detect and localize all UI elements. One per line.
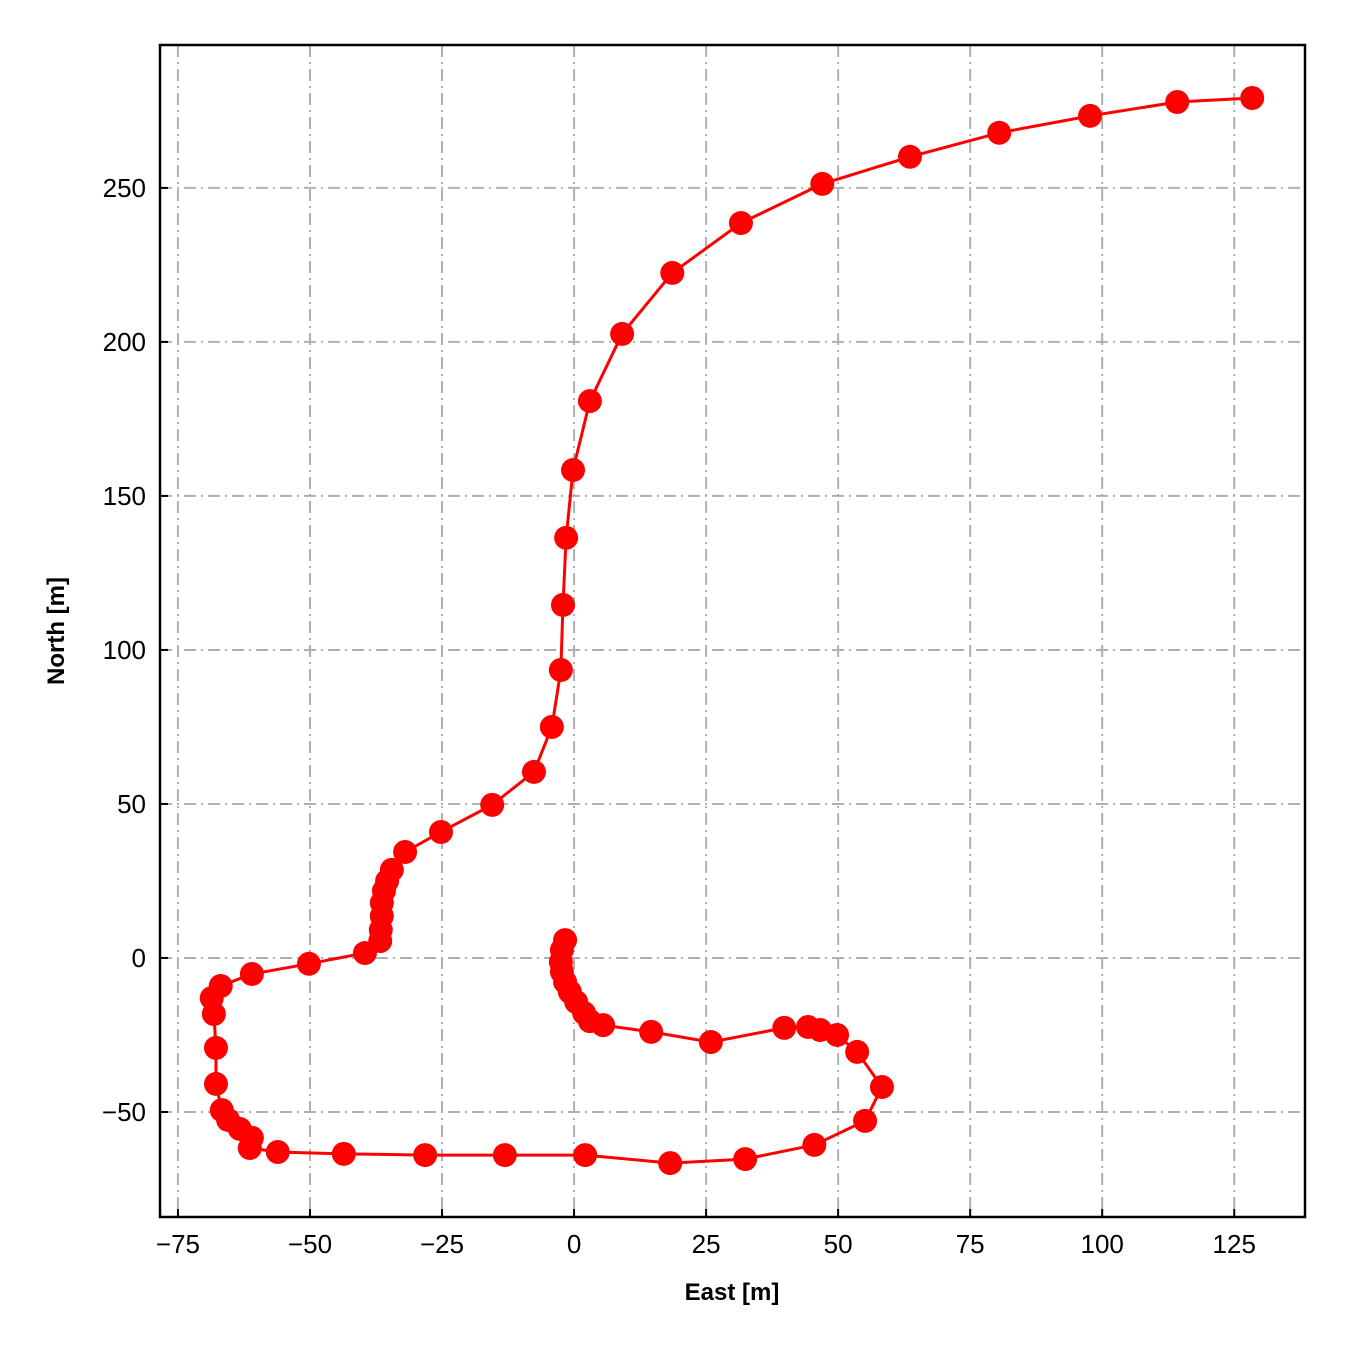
point <box>413 1143 438 1168</box>
point <box>209 1098 234 1123</box>
point <box>203 1071 228 1096</box>
point <box>845 1039 870 1064</box>
y-tick-label: 150 <box>103 481 146 511</box>
point <box>802 1132 827 1157</box>
x-tick-label: 25 <box>692 1229 721 1259</box>
point <box>591 1013 616 1038</box>
y-tick-label: 100 <box>103 635 146 665</box>
point <box>296 951 321 976</box>
point <box>492 1143 517 1168</box>
point <box>548 657 573 682</box>
point <box>733 1147 758 1172</box>
y-tick-label: 250 <box>103 173 146 203</box>
point <box>810 171 835 196</box>
point <box>660 260 685 285</box>
point <box>1240 85 1265 110</box>
y-tick-label: −50 <box>102 1097 146 1127</box>
point <box>577 389 602 414</box>
x-tick-label: 50 <box>824 1229 853 1259</box>
point <box>1078 103 1103 128</box>
x-tick-label: 0 <box>567 1229 581 1259</box>
point <box>869 1075 894 1100</box>
point <box>772 1015 797 1040</box>
x-tick-label: −50 <box>288 1229 332 1259</box>
point <box>550 592 575 617</box>
point <box>203 1035 228 1060</box>
point <box>239 961 264 986</box>
point <box>853 1108 878 1133</box>
x-axis-label: East [m] <box>685 1279 780 1306</box>
plot-frame <box>158 43 1307 1219</box>
trajectory-line <box>210 96 1253 1165</box>
point <box>331 1141 356 1166</box>
point <box>265 1140 290 1165</box>
point <box>393 840 418 865</box>
x-tick-label: −75 <box>156 1229 200 1259</box>
point <box>698 1030 723 1055</box>
point <box>208 973 233 998</box>
x-tick-label: 75 <box>956 1229 985 1259</box>
point <box>521 759 546 784</box>
point <box>573 1143 598 1168</box>
point <box>639 1019 664 1044</box>
point <box>379 857 404 882</box>
y-tick-label: 200 <box>103 327 146 357</box>
point <box>561 458 586 483</box>
y-axis-label: North [m] <box>43 577 70 685</box>
x-tick-label: 125 <box>1213 1229 1256 1259</box>
y-tick-label: 50 <box>117 789 146 819</box>
y-tick-label: 0 <box>132 943 146 973</box>
point <box>428 819 453 844</box>
point <box>1165 89 1190 114</box>
point <box>897 144 922 169</box>
point <box>554 525 579 550</box>
point <box>728 211 753 236</box>
point <box>539 714 564 739</box>
point <box>480 792 505 817</box>
x-tick-label: 100 <box>1081 1229 1124 1259</box>
point <box>610 321 635 346</box>
x-tick-label: −25 <box>420 1229 464 1259</box>
point <box>987 120 1012 145</box>
point <box>825 1022 850 1047</box>
point <box>658 1151 683 1176</box>
